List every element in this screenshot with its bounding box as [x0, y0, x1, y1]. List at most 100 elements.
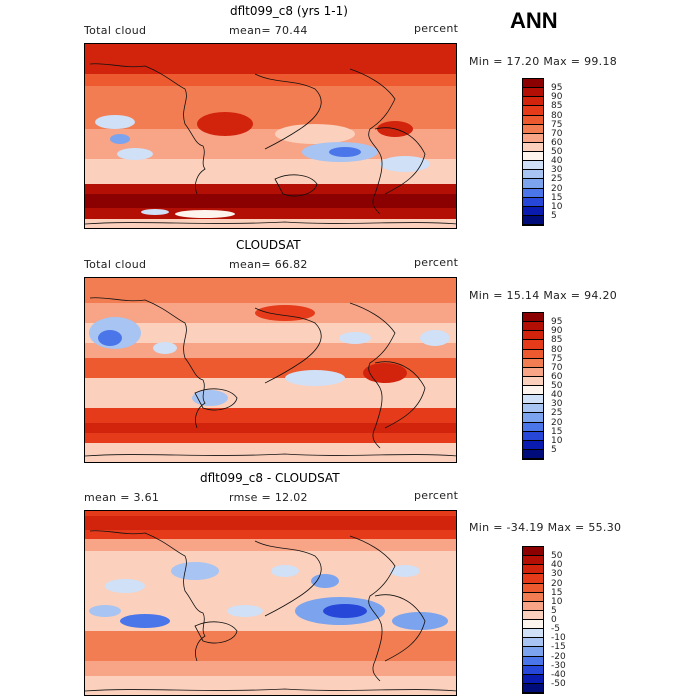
- colorbar-tick-label: -30: [551, 660, 566, 671]
- panel-1-mean: mean= 70.44: [229, 24, 308, 37]
- colorbar-swatch: [523, 170, 543, 180]
- colorbar-tick-label: 5: [551, 210, 557, 221]
- colorbar-tick-label: 80: [551, 344, 563, 355]
- colorbar-swatch: [523, 431, 543, 441]
- panel-3-rmse: rmse = 12.02: [229, 491, 308, 504]
- colorbar-swatch: [523, 413, 543, 423]
- colorbar-tick-label: 75: [551, 353, 563, 364]
- colorbar-swatch: [523, 386, 543, 396]
- model-total-cloud-map: [84, 43, 457, 229]
- panel-3-min-max: Min = -34.19 Max = 55.30: [469, 521, 622, 534]
- panel-2-units: percent: [414, 256, 459, 269]
- colorbar-swatch: [523, 683, 543, 693]
- colorbar-swatch: [523, 647, 543, 657]
- colorbar-swatch: [523, 610, 543, 620]
- colorbar-tick-label: 10: [551, 201, 563, 212]
- colorbar-swatch: [523, 547, 543, 557]
- colorbar-swatch: [523, 395, 543, 405]
- colorbar-swatch: [523, 592, 543, 602]
- colorbar-swatch: [523, 142, 543, 152]
- season-label: ANN: [510, 8, 558, 33]
- colorbar-swatch: [523, 638, 543, 648]
- colorbar-swatch: [523, 358, 543, 368]
- colorbar-tick-label: 20: [551, 578, 563, 589]
- colorbar-swatch: [523, 656, 543, 666]
- panel-3-mean: mean = 3.61: [84, 491, 160, 504]
- colorbar-tick-label: 50: [551, 147, 563, 157]
- colorbar-swatch: [523, 556, 543, 566]
- colorbar-swatch: [523, 340, 543, 350]
- colorbar-swatch: [523, 349, 543, 359]
- panel-1-min-max: Min = 17.20 Max = 99.18: [469, 55, 618, 68]
- colorbar-swatch: [523, 206, 543, 216]
- colorbar-swatch: [523, 88, 543, 98]
- colorbar-tick-label: 5: [551, 605, 557, 616]
- colorbar-tick-label: 30: [551, 569, 563, 580]
- colorbar-swatch: [523, 601, 543, 611]
- colorbar-tick-label: 40: [551, 560, 563, 571]
- panel-2-mean: mean= 66.82: [229, 258, 308, 271]
- colorbar-tick-label: 5: [551, 444, 557, 455]
- colorbar-swatch: [523, 574, 543, 584]
- colorbar-swatch: [523, 565, 543, 575]
- colorbar-tick-label: 60: [551, 371, 563, 382]
- colorbar-tick-label: 90: [551, 326, 563, 337]
- panel-1-left-label: Total cloud: [84, 24, 147, 37]
- colorbar-tick-label: -5: [551, 624, 560, 635]
- colorbar-swatch: [523, 665, 543, 675]
- panel-3-colorbar: 50 40 30 20 15 10 5 0 -5 -10 -15 -20 -30 -40 -50: [522, 546, 566, 694]
- colorbar-tick-label: 25: [551, 408, 563, 419]
- colorbar-tick-label: -10: [551, 633, 566, 644]
- colorbar-tick-label: 50: [551, 551, 563, 562]
- colorbar-swatch: [523, 97, 543, 107]
- colorbar-swatch: [523, 322, 543, 332]
- colorbar-tick-label: -15: [551, 642, 566, 653]
- colorbar-swatch: [523, 197, 543, 207]
- colorbar-tick-label: 10: [551, 435, 563, 446]
- difference-map: [84, 510, 457, 696]
- panel-2-min-max: Min = 15.14 Max = 94.20: [469, 289, 618, 302]
- panel-1-title: dflt099_c8 (yrs 1-1): [230, 4, 348, 18]
- colorbar-swatch: [523, 583, 543, 593]
- colorbar-swatch: [523, 404, 543, 414]
- panel-3-units: percent: [414, 489, 459, 502]
- colorbar-swatch: [523, 367, 543, 377]
- colorbar-tick-label: 90: [551, 92, 563, 103]
- panel-2-left-label: Total cloud: [84, 258, 147, 271]
- colorbar-tick-label: 15: [551, 426, 563, 437]
- colorbar-swatch: [523, 133, 543, 143]
- colorbar-swatch: [523, 313, 543, 323]
- colorbar-swatch: [523, 620, 543, 630]
- colorbar-tick-label: 30: [551, 399, 563, 410]
- colorbar-tick-label: 50: [551, 381, 563, 391]
- colorbar-tick-label: 20: [551, 183, 563, 194]
- cloudsat-total-cloud-map: [84, 277, 457, 463]
- colorbar-swatch: [523, 440, 543, 450]
- colorbar-swatch: [523, 188, 543, 198]
- colorbar-tick-label: 15: [551, 587, 563, 598]
- colorbar-tick-label: 15: [551, 192, 563, 203]
- colorbar-tick-label: 85: [551, 335, 563, 346]
- colorbar-tick-label: -40: [551, 669, 566, 680]
- colorbar-swatch: [523, 376, 543, 386]
- colorbar-tick-label: 70: [551, 362, 563, 373]
- colorbar-swatch: [523, 124, 543, 134]
- colorbar-tick-label: 95: [551, 83, 563, 94]
- colorbar-swatch: [523, 422, 543, 432]
- colorbar-tick-label: 20: [551, 417, 563, 428]
- panel-1-colorbar: 95 90 85 80 75 70 60 50 40 30 25 20 15 10 5: [522, 78, 562, 226]
- colorbar-tick-label: 70: [551, 128, 563, 139]
- colorbar-swatch: [523, 215, 543, 225]
- colorbar-tick-label: 75: [551, 119, 563, 130]
- panel-1-units: percent: [414, 22, 459, 35]
- colorbar-tick-label: 80: [551, 110, 563, 121]
- colorbar-swatch: [523, 161, 543, 171]
- panel-2-title: CLOUDSAT: [236, 238, 301, 252]
- colorbar-swatch: [523, 79, 543, 89]
- colorbar-tick-label: 40: [551, 156, 563, 167]
- colorbar-tick-label: 0: [551, 615, 557, 625]
- colorbar-tick-label: 40: [551, 390, 563, 401]
- colorbar-swatch: [523, 152, 543, 162]
- colorbar-swatch: [523, 179, 543, 189]
- colorbar-tick-label: 10: [551, 596, 563, 607]
